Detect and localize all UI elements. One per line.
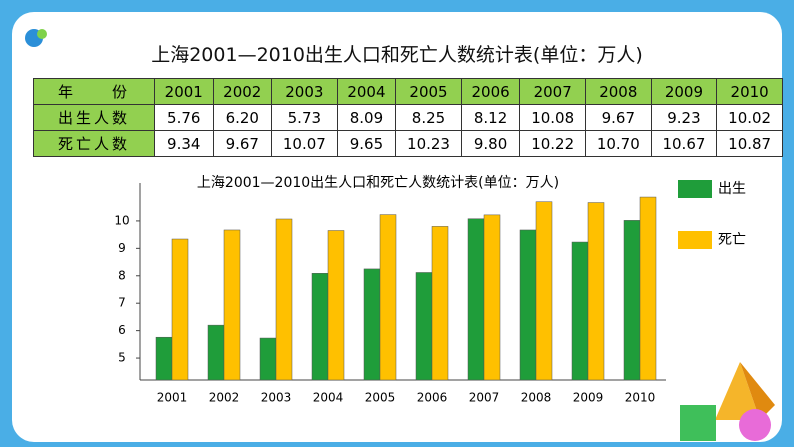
bar	[431, 226, 449, 381]
x-tick-label: 2004	[313, 391, 344, 405]
pyramid	[740, 362, 775, 420]
table-cell: 2007	[519, 78, 586, 105]
table-cell: 10.07	[271, 130, 338, 157]
table-cell: 死亡人数	[33, 130, 155, 157]
table-cell: 9.67	[212, 130, 273, 157]
x-tick-label: 2007	[469, 391, 500, 405]
table-cell: 5.73	[271, 104, 338, 131]
table-cell: 年 份	[33, 78, 155, 105]
table-cell: 9.65	[336, 130, 397, 157]
bar	[571, 241, 589, 381]
bar	[207, 324, 225, 381]
y-tick-label: 5	[118, 351, 126, 365]
table-cell: 10.02	[716, 104, 783, 131]
table-cell: 2004	[336, 78, 397, 105]
table-cell: 2003	[271, 78, 338, 105]
table-cell: 10.70	[584, 130, 652, 157]
y-tick-label: 6	[118, 323, 126, 337]
bar	[155, 336, 173, 381]
bar	[519, 229, 537, 381]
data-table: 年 份 2001 2002 2003 2004 2005 2006 2007 2008 2009 2…	[33, 78, 783, 157]
table-cell: 8.25	[395, 104, 462, 131]
ball	[739, 409, 771, 441]
table-cell: 2006	[460, 78, 521, 105]
x-tick-label: 2005	[365, 391, 396, 405]
table-cell: 10.22	[519, 130, 586, 157]
table-row: 死亡人数 9.34 9.67 10.07 9.65 10.23 9.80 10.22 10.70…	[33, 130, 783, 157]
x-tick-label: 2002	[209, 391, 240, 405]
table-cell: 9.80	[460, 130, 521, 157]
legend-swatch	[678, 231, 712, 249]
table-cell: 10.87	[716, 130, 783, 157]
table-cell: 10.23	[395, 130, 462, 157]
bar	[415, 272, 433, 381]
x-tick-label: 2001	[157, 391, 188, 405]
x-tick-label: 2003	[261, 391, 292, 405]
bar	[311, 273, 329, 381]
x-tick-label: 2006	[417, 391, 448, 405]
legend-label: 死亡	[718, 232, 746, 248]
table-cell: 2009	[650, 78, 718, 105]
bar	[275, 218, 293, 381]
logo	[37, 29, 47, 39]
pyramid	[715, 362, 760, 420]
y-tick-label: 10	[114, 213, 129, 227]
bar	[639, 196, 657, 381]
bar	[171, 238, 189, 381]
table-cell: 2008	[584, 78, 652, 105]
bar	[483, 214, 501, 381]
chart-title: 上海2001—2010出生人口和死亡人数统计表(单位：万人)	[197, 175, 559, 191]
bar	[379, 214, 397, 381]
bar	[327, 230, 345, 381]
table-cell: 2005	[395, 78, 462, 105]
table-cell: 出生人数	[33, 104, 155, 131]
x-tick-label: 2009	[573, 391, 604, 405]
table-cell: 2002	[212, 78, 273, 105]
table-cell: 2010	[716, 78, 783, 105]
x-tick-label: 2008	[521, 391, 552, 405]
bar	[363, 268, 381, 381]
bar	[535, 201, 553, 381]
x-tick-label: 2010	[625, 391, 656, 405]
table-row: 年 份 2001 2002 2003 2004 2005 2006 2007 2008 2009 2…	[33, 78, 783, 105]
table-cell: 10.67	[650, 130, 718, 157]
y-tick-label: 9	[118, 241, 126, 255]
table-cell: 9.67	[584, 104, 652, 131]
bar	[223, 229, 241, 381]
y-tick-label: 7	[118, 296, 126, 310]
legend-label: 出生	[718, 181, 746, 197]
legend-swatch	[678, 180, 712, 198]
bar	[467, 218, 485, 381]
bar	[623, 220, 641, 381]
bar	[259, 337, 277, 381]
slide-title: 上海2001—2010出生人口和死亡人数统计表(单位：万人)	[151, 44, 643, 66]
table-cell: 9.34	[154, 130, 214, 157]
bar	[587, 202, 605, 381]
y-tick-label: 8	[118, 268, 126, 282]
cube	[680, 405, 716, 441]
table-cell: 10.08	[519, 104, 586, 131]
